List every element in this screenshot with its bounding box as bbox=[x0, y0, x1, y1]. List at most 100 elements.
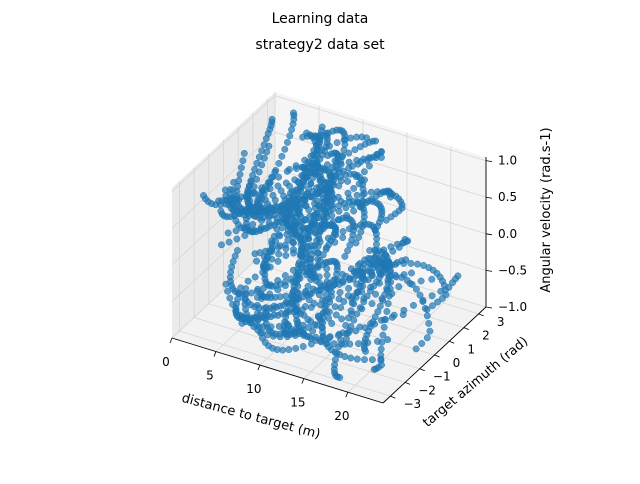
data-point bbox=[350, 207, 358, 215]
data-point bbox=[366, 247, 374, 254]
data-point bbox=[343, 211, 351, 219]
data-point bbox=[301, 202, 309, 210]
data-point bbox=[315, 235, 323, 243]
data-point bbox=[286, 132, 294, 140]
data-point bbox=[314, 255, 322, 263]
data-point bbox=[345, 149, 353, 157]
data-point bbox=[273, 303, 280, 311]
data-point bbox=[234, 208, 242, 216]
data-point bbox=[429, 302, 436, 310]
data-point bbox=[340, 298, 348, 305]
data-point bbox=[372, 137, 380, 145]
data-point bbox=[292, 197, 300, 205]
data-point bbox=[377, 355, 385, 363]
data-point bbox=[288, 291, 296, 299]
data-point bbox=[352, 173, 360, 181]
data-point bbox=[326, 172, 334, 180]
data-point bbox=[337, 304, 345, 312]
data-point bbox=[353, 355, 361, 363]
data-point bbox=[342, 272, 350, 280]
data-point bbox=[297, 184, 305, 192]
data-point bbox=[329, 163, 337, 171]
data-point bbox=[339, 228, 347, 235]
data-point bbox=[275, 159, 283, 167]
data-point bbox=[338, 340, 346, 348]
data-point bbox=[426, 327, 434, 335]
data-point bbox=[325, 308, 333, 316]
data-point bbox=[280, 192, 288, 200]
data-point bbox=[428, 275, 436, 283]
data-point bbox=[241, 226, 249, 233]
data-point bbox=[326, 333, 334, 341]
data-point bbox=[355, 233, 363, 241]
data-point bbox=[382, 251, 390, 259]
data-point bbox=[322, 259, 330, 266]
data-point bbox=[307, 152, 315, 160]
data-point bbox=[320, 213, 327, 221]
data-point bbox=[425, 319, 433, 327]
data-point bbox=[251, 165, 259, 173]
data-point bbox=[326, 142, 333, 150]
x-tick-label: 15 bbox=[290, 396, 305, 410]
data-point bbox=[323, 339, 331, 347]
data-point bbox=[329, 181, 337, 189]
data-point bbox=[328, 320, 336, 327]
data-point bbox=[387, 213, 395, 221]
data-point bbox=[323, 244, 331, 251]
data-point bbox=[347, 134, 355, 142]
data-point bbox=[407, 259, 415, 267]
data-point bbox=[356, 143, 364, 151]
data-point bbox=[344, 329, 352, 337]
data-point bbox=[335, 168, 343, 176]
data-point bbox=[226, 294, 234, 302]
data-point bbox=[298, 252, 306, 260]
data-point bbox=[251, 250, 259, 258]
data-point bbox=[301, 164, 309, 172]
data-point bbox=[356, 304, 364, 312]
data-point bbox=[233, 235, 241, 243]
data-point bbox=[318, 220, 326, 228]
data-point bbox=[353, 133, 361, 141]
data-point bbox=[295, 289, 302, 297]
x-tick-mark bbox=[213, 351, 217, 357]
data-point bbox=[374, 337, 381, 345]
data-point bbox=[281, 272, 289, 280]
data-point bbox=[350, 316, 358, 324]
grid-line-z bbox=[171, 95, 487, 192]
data-point bbox=[344, 177, 352, 185]
data-point bbox=[274, 257, 282, 265]
data-point bbox=[275, 322, 283, 330]
data-point bbox=[347, 323, 355, 330]
data-point bbox=[383, 308, 391, 315]
data-point bbox=[368, 356, 376, 364]
data-point bbox=[348, 201, 356, 209]
x-tick-label: 5 bbox=[206, 369, 214, 383]
data-point bbox=[316, 279, 324, 287]
data-point bbox=[253, 257, 261, 265]
data-point bbox=[258, 147, 266, 155]
data-point bbox=[306, 192, 314, 200]
data-point bbox=[266, 304, 274, 312]
data-point bbox=[282, 252, 290, 259]
data-point bbox=[420, 262, 427, 269]
data-point bbox=[317, 318, 325, 325]
data-point bbox=[218, 241, 225, 249]
data-point bbox=[342, 204, 350, 212]
data-point bbox=[231, 287, 239, 295]
data-point bbox=[320, 166, 328, 174]
data-point bbox=[384, 276, 392, 284]
data-point bbox=[288, 126, 296, 134]
data-point bbox=[262, 135, 270, 143]
data-point bbox=[274, 182, 282, 190]
data-point bbox=[336, 374, 344, 381]
data-point bbox=[395, 243, 403, 251]
data-point bbox=[332, 311, 340, 319]
data-point bbox=[261, 293, 269, 301]
data-point bbox=[275, 173, 283, 181]
data-point bbox=[357, 203, 365, 211]
data-point bbox=[359, 264, 367, 272]
data-point bbox=[244, 277, 252, 285]
data-point bbox=[334, 276, 342, 284]
